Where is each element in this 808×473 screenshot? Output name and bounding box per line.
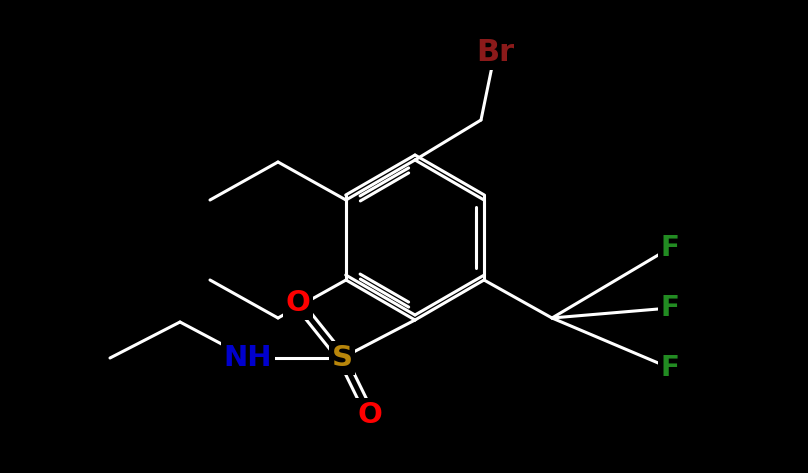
Text: F: F [661, 294, 680, 322]
Text: F: F [661, 354, 680, 382]
Text: F: F [661, 234, 680, 262]
Text: S: S [331, 344, 352, 372]
Text: O: O [358, 401, 382, 429]
Text: NH: NH [224, 344, 272, 372]
Text: Br: Br [476, 37, 514, 67]
Text: O: O [285, 289, 310, 317]
